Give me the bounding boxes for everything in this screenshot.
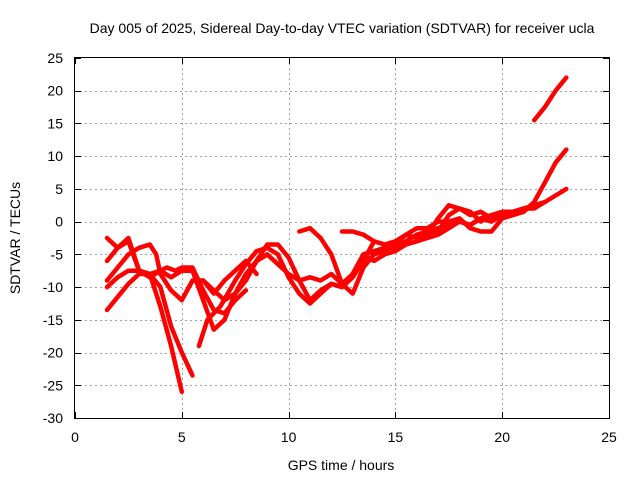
- series-layer: [104, 75, 569, 395]
- series-line-track-m: [531, 75, 569, 123]
- y-tick-label: 25: [47, 50, 63, 66]
- x-tick-label: 15: [388, 429, 404, 445]
- x-axis-label: GPS time / hours: [288, 457, 395, 473]
- y-tick-label: -25: [43, 377, 63, 393]
- y-axis-label: SDTVAR / TECUs: [7, 182, 23, 294]
- y-tick-label: 20: [47, 83, 63, 99]
- y-tick-label: -5: [51, 246, 64, 262]
- grid: [75, 58, 609, 418]
- y-tick-label: -10: [43, 279, 63, 295]
- x-tick-label: 5: [178, 429, 186, 445]
- series-line-track-c: [104, 235, 185, 395]
- y-tick-label: 15: [47, 115, 63, 131]
- y-tick-label: 0: [55, 214, 63, 230]
- y-tick-label: 5: [55, 181, 63, 197]
- x-tick-label: 0: [71, 429, 79, 445]
- y-tick-label: -30: [43, 410, 63, 426]
- x-tick-label: 25: [601, 429, 617, 445]
- y-tick-label: -15: [43, 312, 63, 328]
- y-tick-label: -20: [43, 345, 63, 361]
- plot-frame: [74, 57, 610, 419]
- chart-title: Day 005 of 2025, Sidereal Day-to-day VTE…: [90, 20, 595, 36]
- axis-ticks: 0 5 10 15 20 25 -30 -25 -20 -15 -10 -5 0 5 10 15 20 25: [43, 50, 617, 445]
- series-line-track-d: [104, 271, 195, 378]
- series-line-track-i: [297, 147, 569, 296]
- x-tick-label: 20: [494, 429, 510, 445]
- x-tick-label: 10: [281, 429, 297, 445]
- y-tick-label: 10: [47, 148, 63, 164]
- series-line-track-l: [414, 203, 505, 241]
